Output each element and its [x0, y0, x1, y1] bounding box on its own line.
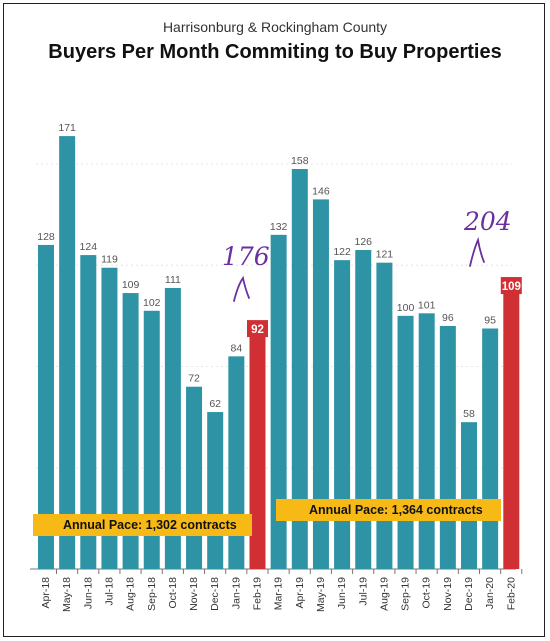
bar-Jun-18 — [80, 255, 97, 569]
x-tick-label-Aug-18: Aug-18 — [125, 577, 137, 611]
data-label-box — [500, 277, 522, 295]
data-label-Jan-20: 95 — [484, 315, 496, 327]
data-label-Apr-18: 128 — [37, 231, 55, 243]
handwritten-arrow-1 — [233, 275, 250, 302]
data-label-Feb-20: 109 — [502, 281, 521, 293]
data-label-Oct-18: 111 — [165, 274, 181, 286]
x-tick-label-Jan-19: Jan-19 — [230, 577, 242, 609]
bar-Oct-19 — [418, 313, 435, 569]
data-label-Dec-18: 62 — [209, 398, 221, 410]
x-tick-label-Apr-18: Apr-18 — [40, 577, 52, 609]
x-tick-label-May-18: May-18 — [61, 577, 73, 612]
data-label-Aug-18: 109 — [122, 279, 140, 291]
x-tick-label-Jul-19: Jul-19 — [357, 577, 369, 606]
bar-Aug-18 — [122, 293, 139, 569]
data-label-Nov-18: 72 — [188, 373, 200, 385]
x-tick-label-Mar-19: Mar-19 — [273, 577, 285, 610]
x-tick-label-Dec-18: Dec-18 — [209, 577, 221, 611]
data-label-Jun-18: 124 — [80, 241, 98, 253]
x-tick-label-Oct-19: Oct-19 — [421, 577, 433, 609]
bar-Sep-18 — [143, 310, 160, 569]
data-label-Feb-19: 92 — [251, 324, 264, 336]
bar-Jul-18 — [101, 267, 118, 569]
x-tick-label-Feb-20: Feb-20 — [505, 577, 517, 610]
bar-Sep-19 — [397, 315, 414, 569]
x-tick-label-Jan-20: Jan-20 — [484, 577, 496, 609]
x-tick-label-Sep-18: Sep-18 — [146, 577, 158, 611]
x-tick-label-Dec-19: Dec-19 — [463, 577, 475, 611]
bar-Dec-19 — [461, 422, 477, 569]
data-label-May-19: 146 — [312, 185, 330, 197]
data-label-Sep-19: 100 — [397, 302, 415, 314]
data-label-Jun-19: 122 — [333, 246, 351, 258]
data-label-Sep-18: 102 — [143, 297, 161, 309]
x-tick-label-Nov-19: Nov-19 — [442, 577, 454, 611]
annual-pace-2019-box: Annual Pace: 1,302 contracts — [33, 514, 252, 536]
data-label-box — [247, 320, 268, 338]
bar-Aug-19 — [376, 262, 393, 569]
chart-subtitle: Harrisonburg & Rockingham County — [162, 19, 388, 35]
bar-Dec-18 — [207, 412, 224, 569]
bar-Feb-19 — [249, 336, 266, 569]
bar-May-18 — [59, 136, 76, 569]
bar-Jul-19 — [355, 250, 372, 569]
x-tick-label-Apr-19: Apr-19 — [294, 577, 306, 609]
data-label-Mar-19: 132 — [270, 221, 288, 233]
annual-pace-2020-box: Annual Pace: 1,364 contracts — [276, 499, 501, 521]
x-tick-label-Nov-18: Nov-18 — [188, 577, 200, 611]
x-tick-label-May-19: May-19 — [315, 577, 327, 612]
chart-title: Buyers Per Month Commiting to Buy Proper… — [48, 41, 502, 63]
data-label-Jul-18: 119 — [101, 254, 118, 266]
data-label-Oct-19: 101 — [418, 299, 436, 311]
bar-Oct-18 — [164, 287, 181, 569]
x-tick-label-Oct-18: Oct-18 — [167, 577, 179, 609]
data-label-Jul-19: 126 — [354, 236, 372, 248]
handwritten-arrow-2 — [469, 236, 485, 267]
x-tick-label-Aug-19: Aug-19 — [378, 577, 390, 611]
data-label-Apr-19: 158 — [291, 155, 309, 167]
data-label-Dec-19: 58 — [463, 408, 475, 420]
x-tick-label-Jun-19: Jun-19 — [336, 577, 348, 609]
x-tick-label-Sep-19: Sep-19 — [400, 577, 412, 611]
data-label-Nov-19: 96 — [442, 312, 454, 324]
bar-Feb-20 — [503, 293, 520, 569]
handwritten-annotation-1: 176 — [222, 242, 270, 271]
data-label-Jan-19: 84 — [231, 342, 243, 354]
bar-Jan-19 — [228, 356, 245, 569]
bar-Mar-19 — [270, 234, 287, 569]
data-label-Aug-19: 121 — [376, 249, 394, 261]
bar-May-19 — [312, 199, 329, 570]
handwritten-annotation-2: 204 — [463, 207, 512, 236]
x-tick-label-Feb-19: Feb-19 — [252, 577, 264, 610]
bar-Jun-19 — [334, 260, 351, 569]
data-label-May-18: 171 — [58, 122, 76, 134]
bar-Apr-19 — [291, 169, 308, 569]
bar-Apr-18 — [38, 244, 54, 570]
x-tick-label-Jul-18: Jul-18 — [103, 577, 115, 606]
bar-Jan-20 — [482, 328, 499, 569]
bar-Nov-18 — [186, 386, 203, 569]
bar-Nov-19 — [439, 325, 456, 569]
x-tick-label-Jun-18: Jun-18 — [82, 577, 94, 609]
